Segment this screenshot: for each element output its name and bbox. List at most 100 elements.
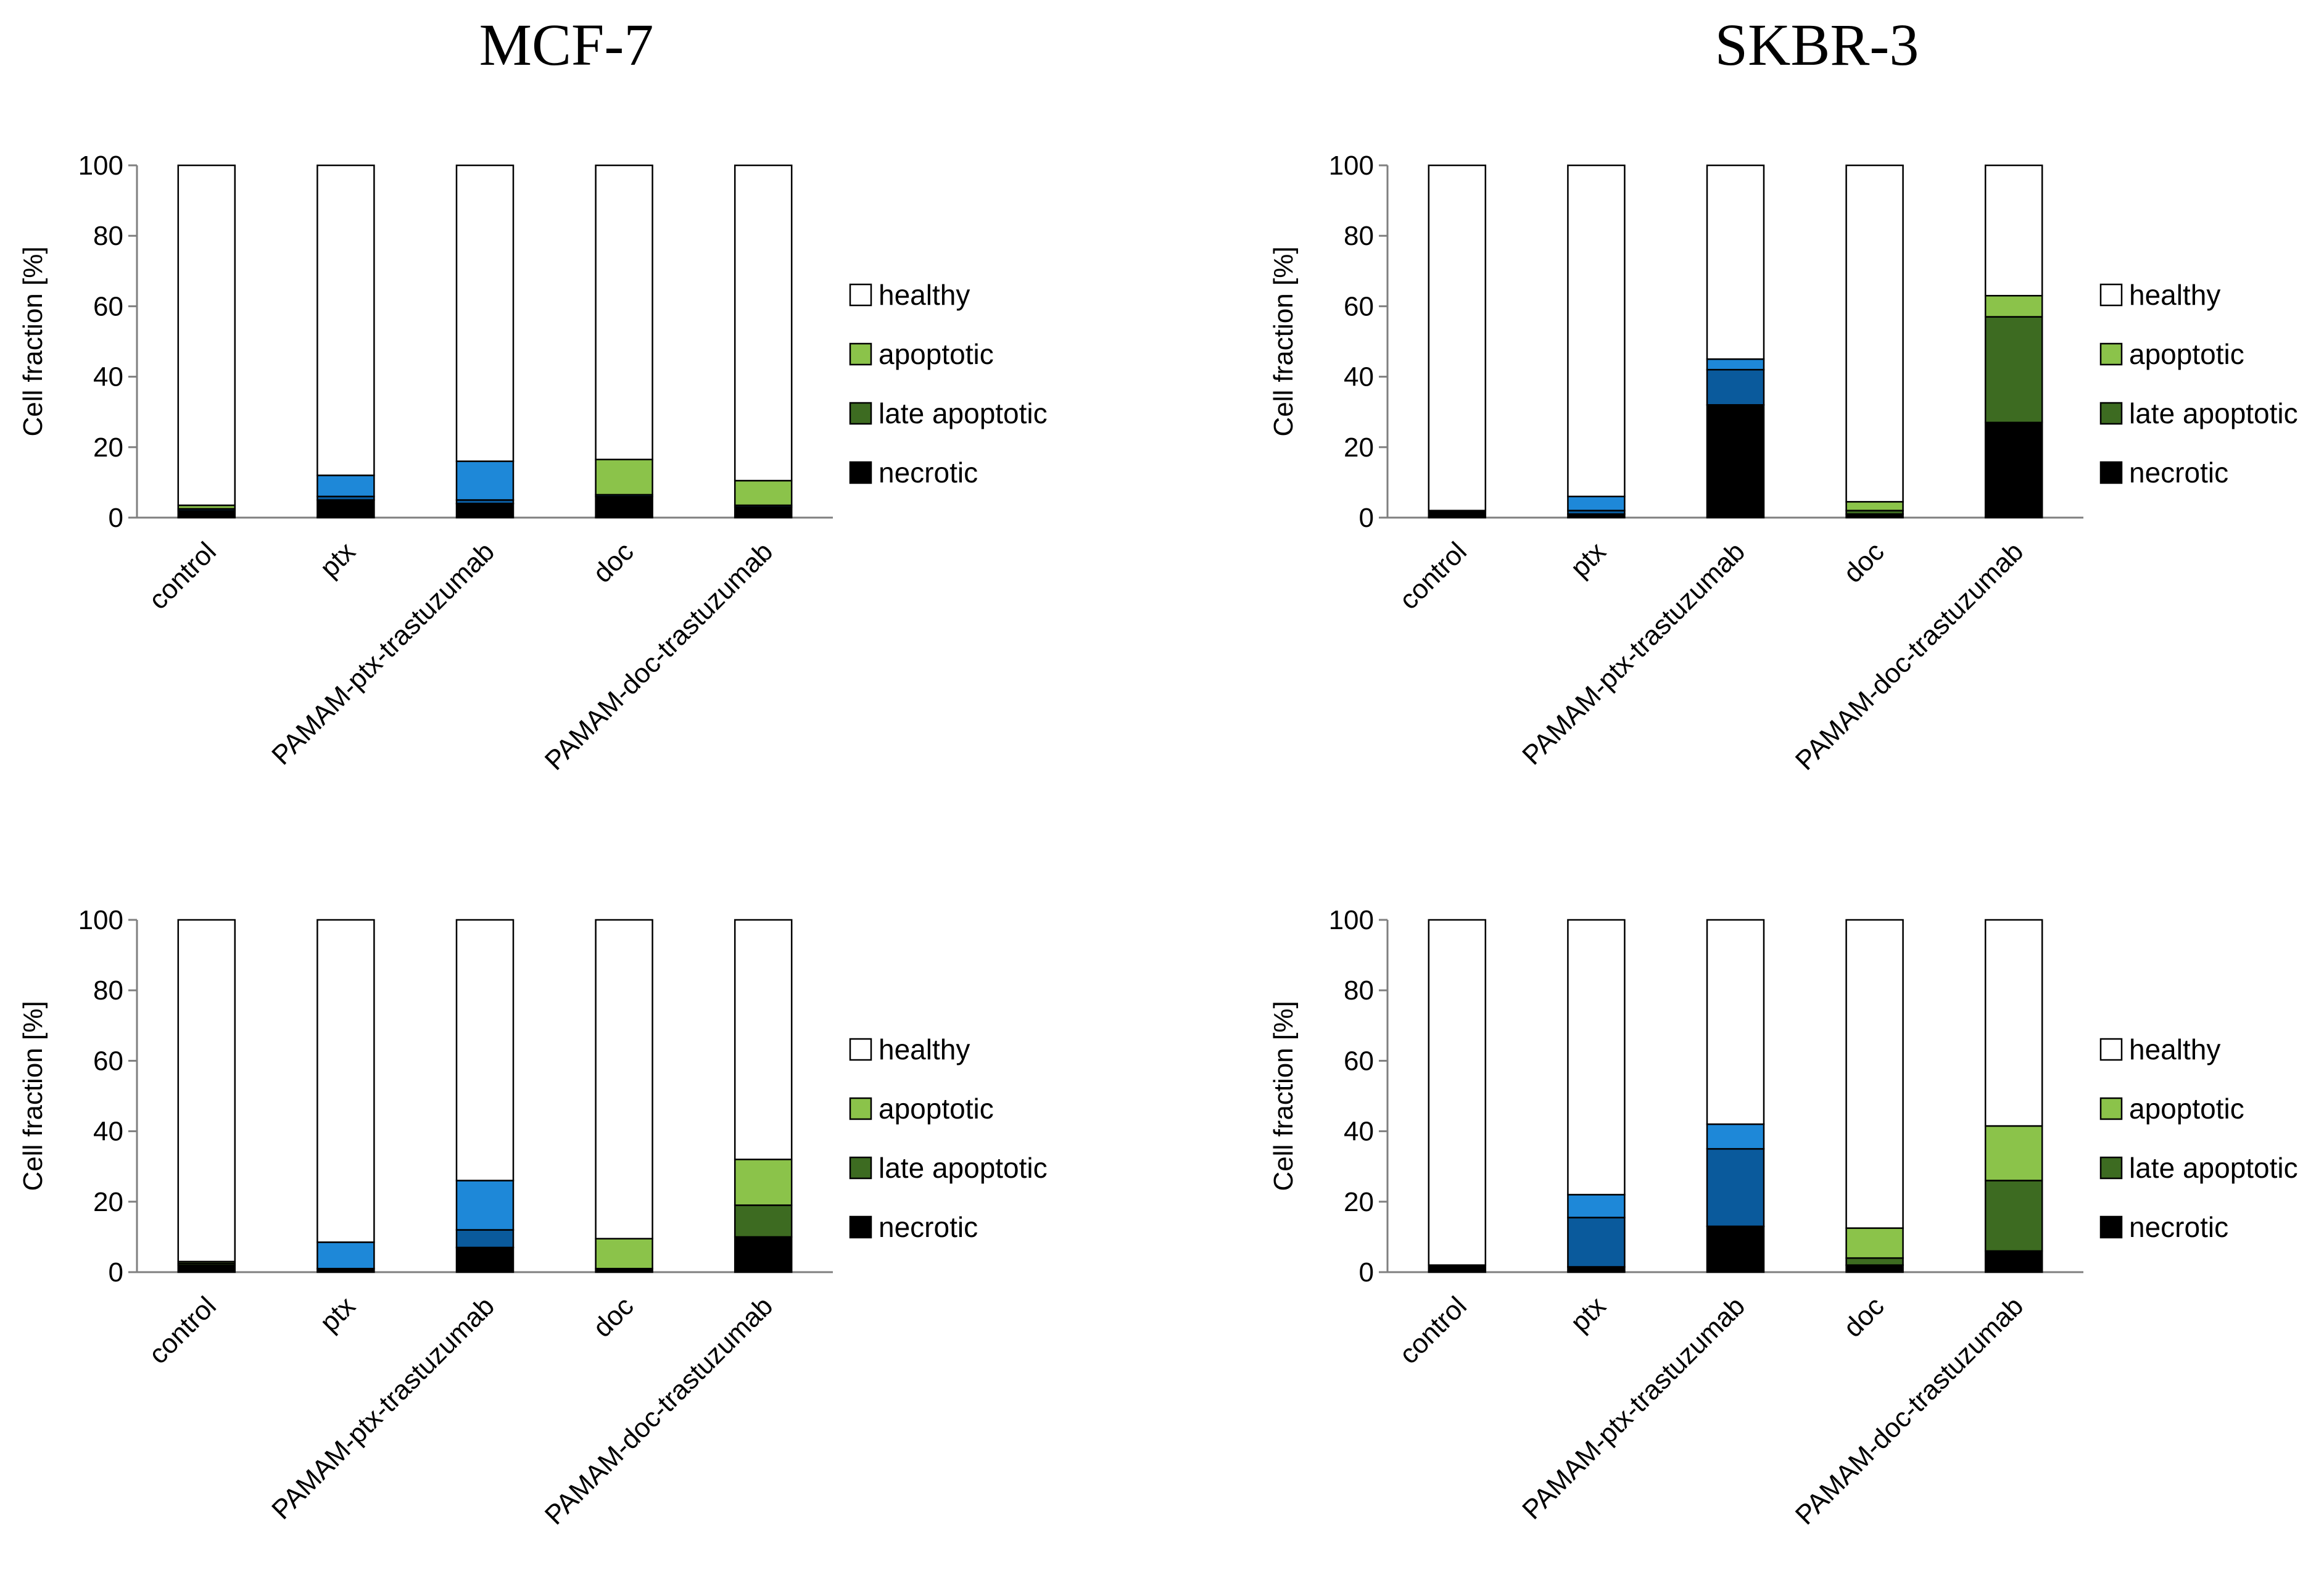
y-tick-label: 100	[1329, 905, 1374, 935]
bar-segment-apoptotic	[1984, 1125, 2043, 1181]
bar-segment-healthy	[1567, 164, 1626, 497]
legend-label: late apoptotic	[879, 397, 1048, 429]
category-label: ptx	[314, 1291, 361, 1338]
legend-label: healthy	[879, 279, 970, 311]
bar-segment-late-apoptotic	[455, 1229, 515, 1249]
category-label: PAMAM-ptx-trastuzumab	[1516, 536, 1751, 771]
bar-segment-apoptotic	[1984, 295, 2043, 318]
bar-segment-healthy	[1428, 164, 1487, 511]
bar-segment-healthy	[1706, 164, 1765, 360]
bar-segment-healthy	[1845, 164, 1904, 503]
y-tick-label: 20	[93, 432, 123, 463]
y-tick-label: 60	[1344, 1046, 1374, 1076]
bar-segment-apoptotic	[734, 479, 793, 507]
category-label: PAMAM-ptx-trastuzumab	[1516, 1291, 1751, 1525]
bar-segment-necrotic	[595, 495, 653, 519]
bar-segment-healthy	[734, 164, 793, 482]
y-tick-label: 80	[1344, 975, 1374, 1006]
bar-segment-late-apoptotic	[1706, 1148, 1765, 1228]
bar-segment-necrotic	[1567, 1266, 1626, 1273]
category-label: PAMAM-ptx-trastuzumab	[266, 1291, 500, 1525]
legend-swatch	[849, 461, 872, 484]
legend-label: late apoptotic	[879, 1152, 1048, 1184]
legend-swatch	[849, 342, 872, 366]
y-tick-label: 20	[1344, 432, 1374, 463]
category-label: control	[1394, 1291, 1473, 1370]
bar-segment-late-apoptotic	[1567, 1217, 1626, 1268]
y-tick-label: 40	[1344, 1117, 1374, 1147]
legend-label: apoptotic	[2129, 1093, 2244, 1125]
bar-segment-necrotic	[1706, 1225, 1765, 1273]
bar-segment-necrotic	[1984, 421, 2043, 519]
y-tick-label: 100	[78, 905, 123, 935]
bar-segment-apoptotic	[1706, 358, 1765, 371]
category-label: doc	[1838, 1291, 1890, 1343]
bar-segment-late-apoptotic	[734, 1204, 793, 1238]
bar-segment-healthy	[1428, 919, 1487, 1266]
legend-label: necrotic	[2129, 1211, 2228, 1243]
y-tick-label: 0	[109, 1257, 123, 1288]
bar-segment-apoptotic	[316, 474, 375, 497]
legend-label: healthy	[2129, 279, 2220, 311]
category-label: PAMAM-ptx-trastuzumab	[266, 536, 500, 771]
category-label: PAMAM-doc-trastuzumab	[539, 536, 779, 776]
y-axis-label: Cell fraction [%]	[1268, 1001, 1299, 1191]
bar-segment-healthy	[455, 164, 515, 462]
bar-segment-apoptotic	[455, 460, 515, 501]
category-label: doc	[587, 1291, 640, 1343]
bar-segment-healthy	[595, 919, 653, 1240]
bar-segment-healthy	[1706, 919, 1765, 1125]
legend-label: apoptotic	[879, 1093, 994, 1125]
title-mcf7: MCF-7	[479, 12, 654, 78]
bar-segment-apoptotic	[595, 1238, 653, 1270]
legend-swatch	[2099, 461, 2123, 484]
bar-segment-necrotic	[1984, 1250, 2043, 1273]
category-label: control	[143, 1291, 222, 1370]
legend-label: necrotic	[879, 1211, 978, 1243]
bar-segment-healthy	[316, 164, 375, 476]
legend-swatch	[849, 1097, 872, 1120]
bar-segment-apoptotic	[1845, 1227, 1904, 1259]
y-tick-label: 100	[78, 151, 123, 181]
y-tick-label: 60	[1344, 291, 1374, 321]
legend-swatch	[2099, 1038, 2123, 1061]
legend-label: late apoptotic	[2129, 1152, 2298, 1184]
y-tick-label: 40	[93, 362, 123, 392]
bar-segment-necrotic	[734, 1236, 793, 1273]
y-tick-label: 60	[93, 1046, 123, 1076]
bar-segment-apoptotic	[316, 1241, 375, 1270]
legend-label: healthy	[2129, 1033, 2220, 1065]
bar-segment-healthy	[177, 919, 236, 1263]
bar-segment-necrotic	[177, 510, 236, 519]
legend-swatch	[2099, 1156, 2123, 1180]
y-tick-label: 60	[93, 291, 123, 321]
y-axis-label: Cell fraction [%]	[18, 1001, 48, 1191]
bar-segment-late-apoptotic	[1984, 1180, 2043, 1252]
y-tick-label: 80	[93, 975, 123, 1006]
bar-segment-necrotic	[316, 499, 375, 519]
bar-segment-healthy	[595, 164, 653, 461]
bar-segment-apoptotic	[1567, 1194, 1626, 1218]
legend-label: apoptotic	[2129, 338, 2244, 370]
legend-label: healthy	[879, 1033, 970, 1065]
bar-segment-healthy	[1984, 164, 2043, 297]
y-tick-label: 20	[93, 1187, 123, 1217]
legend-swatch	[849, 402, 872, 425]
category-label: control	[143, 536, 222, 615]
bar-segment-healthy	[177, 164, 236, 507]
category-label: doc	[1838, 536, 1890, 589]
legend-swatch	[2099, 1215, 2123, 1239]
legend-swatch	[849, 1038, 872, 1061]
y-tick-label: 80	[93, 221, 123, 251]
bar-segment-apoptotic	[455, 1180, 515, 1231]
category-label: PAMAM-doc-trastuzumab	[1790, 536, 2030, 776]
bar-segment-late-apoptotic	[1984, 316, 2043, 424]
bar-segment-healthy	[1845, 919, 1904, 1229]
bar-segment-necrotic	[455, 1246, 515, 1273]
category-label: control	[1394, 536, 1473, 615]
bar-segment-apoptotic	[1706, 1123, 1765, 1150]
